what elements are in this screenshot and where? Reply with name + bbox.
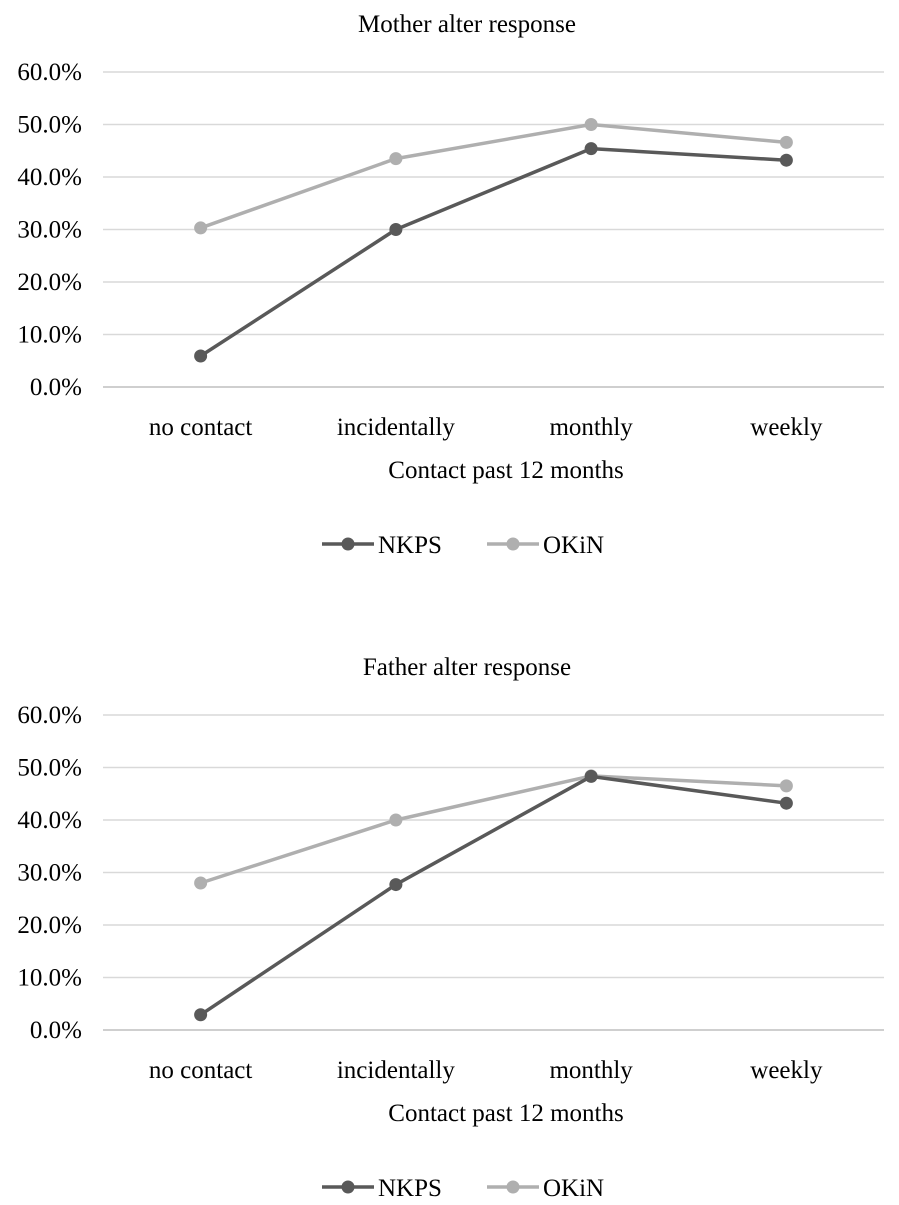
y-tick-label: 40.0%: [17, 807, 82, 834]
y-tick-label: 30.0%: [17, 217, 82, 244]
data-point-nkps: [389, 878, 403, 892]
y-tick-label: 60.0%: [17, 702, 82, 729]
y-tick-label: 50.0%: [17, 755, 82, 782]
x-tick-label: monthly: [549, 414, 633, 441]
y-tick-label: 10.0%: [17, 322, 82, 349]
data-point-okin: [779, 135, 793, 149]
x-tick-label: incidentally: [337, 414, 456, 441]
legend-label: OKiN: [543, 532, 604, 559]
chart-title: Mother alter response: [358, 11, 576, 38]
x-axis-label: Contact past 12 months: [388, 1100, 623, 1127]
x-tick-label: incidentally: [337, 1057, 456, 1084]
data-point-nkps: [584, 769, 598, 783]
y-tick-label: 20.0%: [17, 912, 82, 939]
y-tick-label: 10.0%: [17, 965, 82, 992]
data-point-okin: [389, 813, 403, 827]
x-axis-label: Contact past 12 months: [388, 457, 623, 484]
data-point-okin: [389, 152, 403, 166]
x-tick-label: monthly: [549, 1057, 633, 1084]
x-tick-label: no contact: [149, 1057, 252, 1084]
data-point-nkps: [194, 349, 208, 363]
legend-label: OKiN: [543, 1175, 604, 1202]
legend-marker-okin: [506, 537, 520, 551]
data-point-nkps: [194, 1008, 208, 1022]
data-point-nkps: [389, 223, 403, 236]
y-tick-label: 30.0%: [17, 860, 82, 887]
y-tick-label: 20.0%: [17, 269, 82, 296]
series-line-okin: [200, 774, 787, 885]
chart-svg: Father alter response 60.0% 50.0% 40.0% 30.0…: [17, 654, 884, 1202]
data-point-okin: [779, 779, 793, 793]
y-tick-label: 0.0%: [30, 374, 82, 401]
x-tick-label: no contact: [149, 414, 252, 441]
legend-label: NKPS: [378, 532, 442, 559]
legend-label: NKPS: [378, 1175, 442, 1202]
legend-marker-okin: [506, 1180, 520, 1194]
data-point-nkps: [779, 153, 793, 167]
chart-svg: Mother alter response 60.0% 50.0% 40.0% 30.0…: [17, 11, 884, 559]
chart-father-alter-response: Father alter response 60.0% 50.0% 40.0% 30.0…: [0, 643, 899, 1203]
y-tick-label: 0.0%: [30, 1017, 82, 1044]
data-point-okin: [194, 876, 208, 890]
chart-mother-alter-response: Mother alter response 60.0% 50.0% 40.0% 30.0…: [0, 0, 899, 560]
series-line-nkps: [199, 774, 787, 1017]
y-tick-label: 40.0%: [17, 164, 82, 191]
chart-title: Father alter response: [363, 654, 571, 681]
data-point-okin: [194, 221, 208, 235]
data-point-okin: [584, 118, 598, 131]
series-line-okin: [200, 122, 787, 230]
x-tick-label: weekly: [750, 1057, 823, 1084]
data-point-nkps: [584, 142, 598, 156]
data-point-nkps: [779, 796, 793, 810]
x-tick-label: weekly: [750, 414, 823, 441]
legend-marker-nkps: [341, 1180, 355, 1194]
y-tick-label: 50.0%: [17, 112, 82, 139]
y-tick-label: 60.0%: [17, 59, 82, 86]
legend-marker-nkps: [341, 537, 355, 551]
series-line-nkps: [199, 146, 787, 358]
